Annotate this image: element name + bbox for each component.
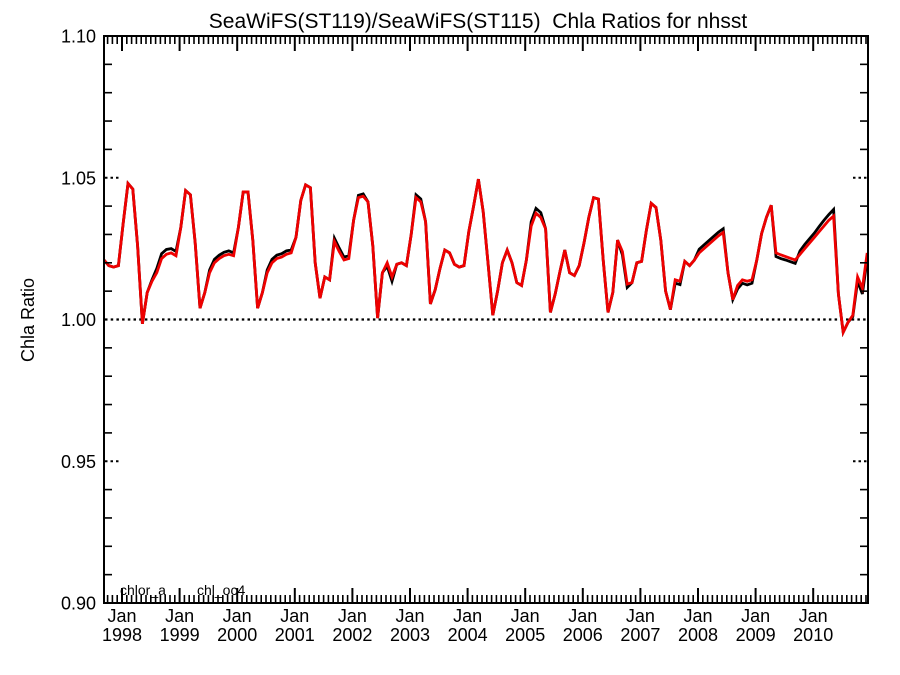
- legend-label-chlor-a: chlor_a: [120, 582, 166, 598]
- x-tick-label-month: Jan: [338, 606, 367, 626]
- plot-area: 0.900.951.001.051.10Jan1998Jan1999Jan200…: [61, 27, 869, 645]
- x-tick-label-year: 2007: [620, 625, 660, 645]
- x-tick-label-year: 2008: [678, 625, 718, 645]
- x-tick-label-month: Jan: [626, 606, 655, 626]
- y-tick-label: 1.10: [61, 27, 96, 47]
- legend-label-chl-oc4: chl_oc4: [197, 582, 245, 598]
- x-tick-label-month: Jan: [799, 606, 828, 626]
- x-tick-label-month: Jan: [165, 606, 194, 626]
- x-tick-label-month: Jan: [453, 606, 482, 626]
- x-tick-label-year: 2002: [332, 625, 372, 645]
- x-tick-label-year: 2006: [563, 625, 603, 645]
- x-tick-label-year: 1999: [160, 625, 200, 645]
- y-tick-label: 1.00: [61, 310, 96, 330]
- series-line-chlor_a: [102, 178, 869, 338]
- x-tick-label-year: 2009: [736, 625, 776, 645]
- y-tick-label: 1.05: [61, 168, 96, 188]
- x-tick-label-month: Jan: [683, 606, 712, 626]
- y-tick-label: 0.95: [61, 452, 96, 472]
- x-tick-label-year: 2005: [505, 625, 545, 645]
- x-tick-label-month: Jan: [223, 606, 252, 626]
- x-tick-label-month: Jan: [568, 606, 597, 626]
- chart-title: SeaWiFS(ST119)/SeaWiFS(ST115) Chla Ratio…: [209, 10, 748, 33]
- x-tick-label-year: 2004: [448, 625, 488, 645]
- x-tick-label-month: Jan: [107, 606, 136, 626]
- x-tick-label-year: 2000: [217, 625, 257, 645]
- x-tick-label-year: 1998: [102, 625, 142, 645]
- plot-frame: [103, 35, 869, 604]
- y-axis-label: Chla Ratio: [18, 278, 38, 362]
- x-tick-label-month: Jan: [280, 606, 309, 626]
- x-tick-label-year: 2001: [275, 625, 315, 645]
- y-tick-label: 0.90: [61, 594, 96, 614]
- x-tick-label-year: 2010: [793, 625, 833, 645]
- x-tick-label-year: 2003: [390, 625, 430, 645]
- x-tick-label-month: Jan: [395, 606, 424, 626]
- series-line-chl_oc4: [102, 178, 869, 338]
- x-tick-label-month: Jan: [741, 606, 770, 626]
- x-tick-label-month: Jan: [511, 606, 540, 626]
